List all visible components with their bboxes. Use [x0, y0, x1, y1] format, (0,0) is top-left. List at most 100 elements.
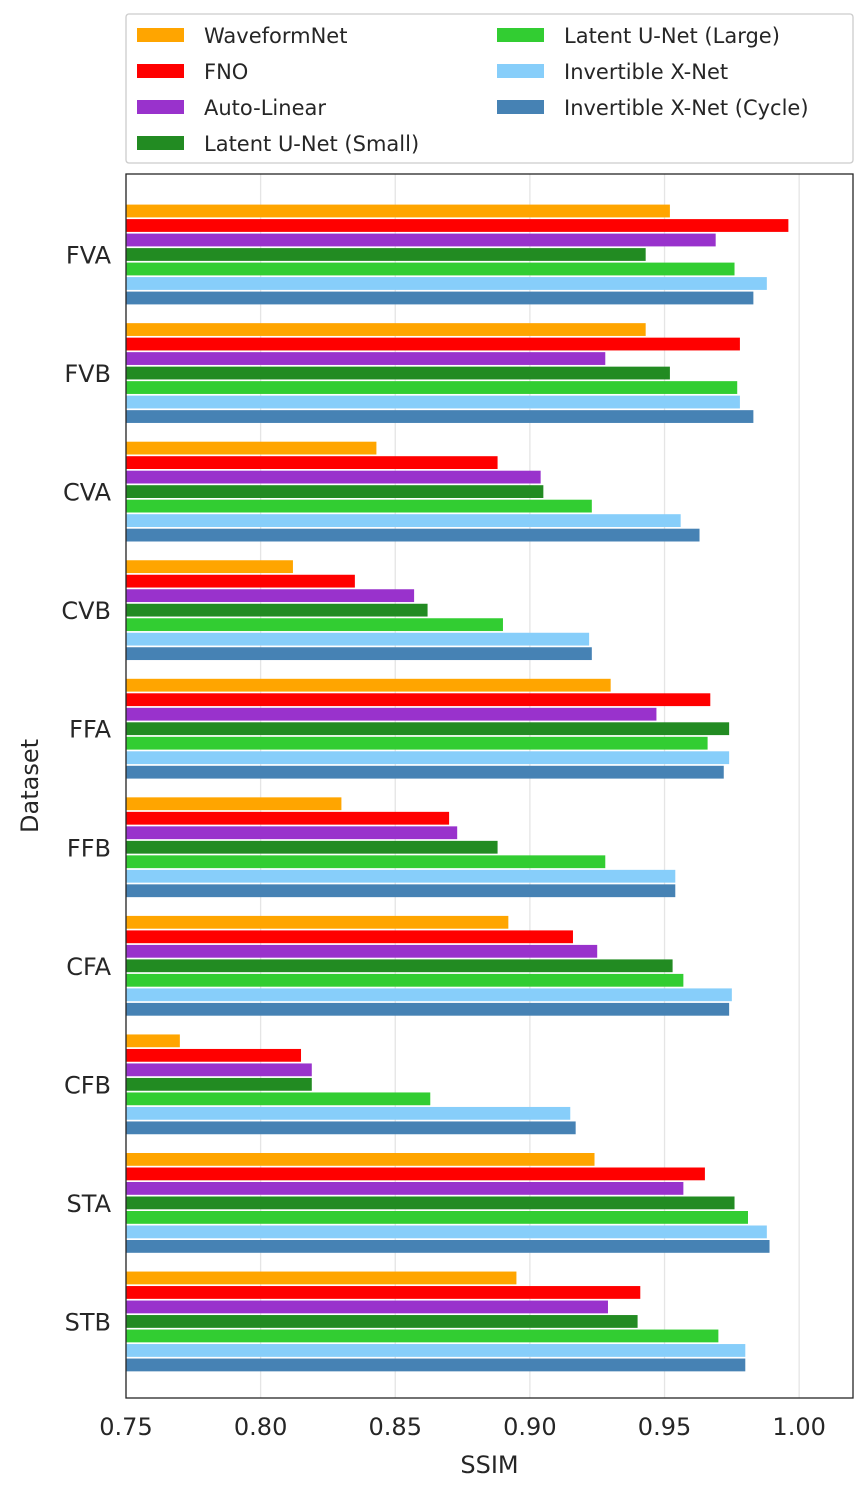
bar	[126, 410, 754, 423]
bar	[126, 485, 544, 498]
bar	[126, 1092, 431, 1106]
legend-frame	[125, 13, 854, 164]
legend-label: Invertible X-Net	[564, 60, 728, 84]
bar	[126, 291, 754, 305]
bar	[126, 470, 541, 484]
bar	[126, 884, 676, 898]
bar	[126, 1153, 595, 1166]
bar	[126, 618, 503, 632]
y-tick-label: STA	[67, 1190, 112, 1218]
bar	[126, 499, 592, 513]
bar	[126, 855, 606, 869]
bar	[126, 1271, 517, 1285]
bar	[126, 1300, 608, 1314]
bar	[126, 589, 415, 603]
bar	[126, 988, 732, 1002]
bar	[126, 352, 606, 365]
bar	[126, 797, 342, 811]
bar	[126, 1167, 705, 1181]
plot-frame	[125, 173, 854, 1399]
bar	[126, 707, 657, 721]
bar	[126, 722, 730, 736]
bar	[126, 1121, 576, 1135]
bar	[126, 1106, 571, 1120]
bar	[126, 751, 730, 765]
legend-label: FNO	[204, 60, 248, 84]
bar	[126, 456, 498, 469]
bar	[126, 959, 673, 973]
bar	[126, 248, 646, 261]
bar	[126, 323, 646, 336]
bar	[126, 381, 738, 394]
bar	[126, 1182, 684, 1195]
bars-layer	[126, 204, 789, 1372]
legend-label: Latent U-Net (Small)	[204, 132, 419, 156]
bar	[126, 603, 428, 617]
bar	[126, 1002, 730, 1016]
bar	[126, 1344, 746, 1357]
bar	[126, 840, 498, 854]
legend-label: Invertible X-Net (Cycle)	[564, 96, 809, 120]
bar	[126, 233, 716, 247]
bar	[126, 1034, 180, 1048]
bar	[126, 930, 573, 944]
x-tick-label: 0.90	[503, 1413, 556, 1441]
bar	[126, 1315, 638, 1328]
bar	[126, 826, 458, 840]
y-tick-label: FVA	[66, 242, 112, 270]
bar	[126, 337, 740, 351]
legend-swatch	[497, 28, 544, 42]
bar	[126, 574, 355, 588]
legend-swatch	[497, 100, 544, 114]
legend-label: Auto-Linear	[204, 96, 326, 120]
bar	[126, 277, 767, 290]
bar	[126, 395, 740, 409]
x-axis-title: SSIM	[460, 1451, 518, 1479]
legend-swatch	[137, 64, 184, 78]
bar	[126, 1225, 767, 1239]
bar	[126, 1286, 641, 1299]
legend-swatch	[497, 64, 544, 78]
legend: WaveformNet FNO Auto-Linear Latent U-Net (S…	[125, 13, 854, 164]
bar	[126, 869, 676, 883]
y-tick-label: STB	[65, 1308, 111, 1336]
bar	[126, 1077, 312, 1091]
y-tick-label: CVA	[63, 479, 112, 507]
bar	[126, 1196, 735, 1210]
y-axis-title: Dataset	[16, 739, 44, 833]
y-tick-label: CVB	[61, 597, 111, 625]
bar	[126, 647, 592, 661]
bar	[126, 811, 450, 825]
y-tick-label: FFB	[67, 834, 111, 862]
bar	[126, 632, 590, 646]
x-tick-label: 1.00	[772, 1413, 825, 1441]
bar	[126, 1358, 746, 1372]
x-tick-label: 0.75	[99, 1413, 152, 1441]
x-tick-label: 0.80	[234, 1413, 287, 1441]
bar	[126, 528, 700, 542]
legend-label: WaveformNet	[204, 24, 347, 48]
bar	[126, 1240, 770, 1253]
y-tick-labels: FVA FVB CVA CVB FFA FFB CFA CFB STA STB	[61, 242, 111, 1337]
bar	[126, 693, 711, 707]
legend-swatch	[137, 100, 184, 114]
bar	[126, 1329, 719, 1343]
bar	[126, 1211, 748, 1224]
x-tick-label: 0.95	[638, 1413, 691, 1441]
bar	[126, 219, 789, 232]
bar	[126, 915, 509, 929]
bar	[126, 560, 293, 574]
legend-swatch	[137, 28, 184, 42]
bar	[126, 262, 735, 276]
legend-swatch	[137, 136, 184, 150]
y-tick-label: FVB	[64, 360, 111, 388]
bar	[126, 1063, 312, 1077]
bar	[126, 944, 598, 958]
bar	[126, 366, 670, 380]
bar	[126, 514, 681, 527]
bar	[126, 973, 684, 987]
y-tick-label: CFB	[64, 1071, 111, 1099]
bar	[126, 678, 611, 692]
bar	[126, 736, 708, 750]
